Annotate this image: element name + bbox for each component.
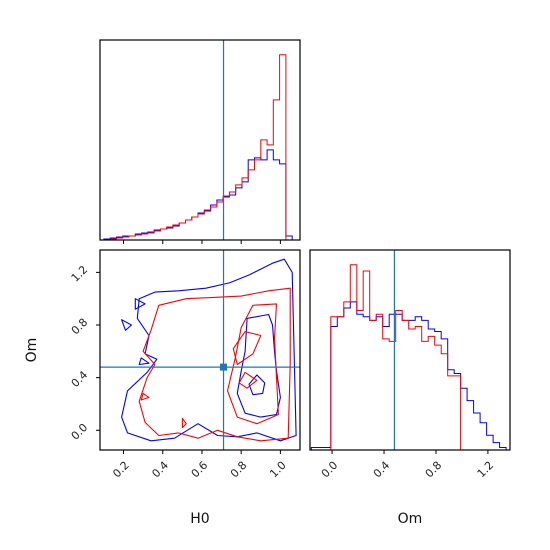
red-contour: [226, 303, 279, 425]
x-tick-label: 0.0: [319, 459, 341, 481]
contour-panel-frame: [99, 249, 301, 451]
om-histogram-panel: 0.0 0.4 0.8 1.2: [309, 249, 511, 481]
red-histogram-line: [103, 54, 293, 240]
h0-om-contour-panel: 0.2 0.4 0.6 0.8 1.0 0.0 0.4 0.8 1.2: [69, 249, 301, 481]
red-contour: [138, 287, 291, 442]
x-tick-label: 0.8: [423, 459, 445, 481]
x-tick-label: 1.2: [475, 459, 497, 481]
x-tick-label: 1.0: [267, 459, 289, 481]
x-tick-label: 0.4: [371, 459, 393, 481]
y-tick-label: 0.4: [69, 368, 91, 390]
red-contour: [232, 331, 262, 366]
h0-histogram-frame: [99, 39, 301, 241]
truth-marker: [220, 363, 228, 371]
red-contour: [140, 392, 150, 401]
x-tick-label: 0.4: [149, 459, 171, 481]
red-contour: [181, 417, 187, 429]
blue-contour: [121, 319, 132, 331]
histogram-series-group: [310, 264, 507, 450]
blue-contour: [134, 298, 146, 310]
red-histogram-line: [311, 264, 507, 450]
blue-contour: [121, 258, 297, 442]
contour-group: [121, 258, 297, 442]
blue-contour: [236, 313, 281, 418]
om-histogram-frame: [309, 249, 511, 451]
histogram-series-group: [103, 54, 293, 240]
y-tick-label: 0.8: [69, 316, 91, 338]
x-tick-label: 0.2: [110, 459, 132, 481]
x-axis-label-om: Om: [398, 511, 423, 527]
blue-contour: [138, 357, 150, 366]
x-tick-label: 0.8: [228, 459, 250, 481]
x-tick-label: 0.6: [189, 459, 211, 481]
x-axis-label-h0: H0: [190, 511, 209, 527]
blue-histogram-line: [310, 301, 507, 450]
y-tick-label: 1.2: [69, 263, 91, 285]
h0-histogram-panel: [99, 39, 301, 244]
red-contour: [238, 371, 258, 389]
blue-histogram-line: [103, 149, 293, 240]
y-axis-label-om: Om: [24, 338, 40, 363]
y-tick-label: 0.0: [69, 421, 91, 443]
blue-contour: [248, 374, 266, 396]
